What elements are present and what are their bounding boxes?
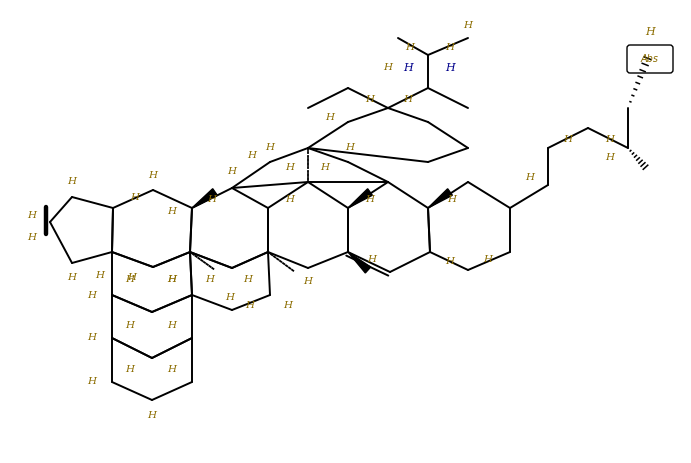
Text: H: H [68, 274, 77, 282]
Text: H: H [403, 63, 413, 73]
Text: H: H [283, 300, 292, 309]
Text: H: H [207, 195, 216, 205]
Text: H: H [321, 163, 330, 171]
Text: H: H [446, 257, 455, 267]
Text: H: H [325, 113, 334, 123]
Text: H: H [88, 333, 97, 343]
Text: H: H [167, 207, 176, 217]
Text: H: H [404, 95, 413, 105]
Text: H: H [243, 275, 252, 284]
Text: H: H [525, 174, 535, 182]
Text: H: H [88, 377, 97, 387]
Text: H: H [247, 150, 256, 159]
Text: H: H [167, 365, 176, 375]
Text: H: H [28, 211, 37, 219]
Text: H: H [167, 320, 176, 330]
Text: H: H [225, 294, 234, 302]
Text: Abs: Abs [641, 54, 659, 64]
Text: H: H [227, 168, 236, 176]
Polygon shape [192, 189, 217, 208]
Text: H: H [605, 154, 614, 163]
Text: H: H [366, 95, 375, 105]
Text: H: H [167, 275, 176, 284]
Text: H: H [446, 44, 455, 52]
Text: H: H [406, 44, 415, 52]
Text: H: H [265, 144, 274, 152]
Text: H: H [384, 63, 392, 73]
Text: H: H [245, 300, 254, 309]
Text: H: H [484, 256, 493, 264]
Text: H: H [464, 20, 473, 30]
Text: H: H [167, 275, 176, 284]
Text: H: H [126, 365, 135, 375]
Text: H: H [147, 411, 156, 419]
Text: H: H [205, 275, 214, 284]
Text: H: H [368, 256, 377, 264]
Polygon shape [428, 189, 453, 208]
Text: H: H [285, 195, 294, 205]
Text: H: H [445, 63, 455, 73]
Text: H: H [645, 27, 655, 37]
Text: H: H [149, 170, 158, 180]
Text: H: H [303, 277, 312, 287]
Text: H: H [448, 195, 457, 205]
Text: H: H [346, 144, 354, 152]
Text: H: H [126, 320, 135, 330]
Text: H: H [131, 193, 140, 201]
Polygon shape [348, 252, 370, 273]
Text: H: H [28, 233, 37, 243]
Text: H: H [88, 290, 97, 300]
Polygon shape [348, 189, 372, 208]
Text: H: H [605, 136, 614, 144]
Text: H: H [68, 177, 77, 187]
Text: H: H [366, 195, 375, 205]
Text: H: H [285, 163, 294, 171]
Text: H: H [563, 136, 573, 144]
Text: H: H [126, 275, 135, 284]
Text: H: H [128, 274, 137, 282]
Text: H: H [95, 270, 104, 280]
